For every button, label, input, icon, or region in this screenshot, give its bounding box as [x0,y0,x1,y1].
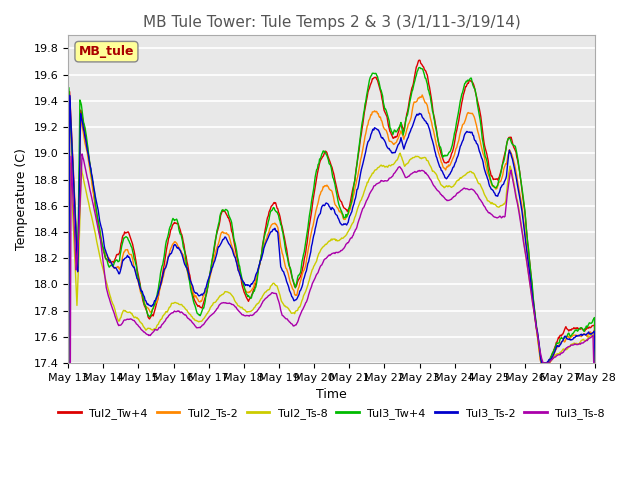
Line: Tul3_Tw+4: Tul3_Tw+4 [68,68,595,363]
Tul3_Ts-2 [64,360,72,366]
Tul2_Tw+4 [128,239,136,245]
Tul3_Tw+4 [209,250,217,256]
Tul2_Tw+4 [396,125,403,131]
Tul3_Ts-2 [75,233,83,239]
Tul2_Ts-8 [128,311,136,316]
Tul3_Ts-2 [412,114,419,120]
Tul2_Tw+4 [74,264,81,270]
Tul2_Tw+4 [591,360,599,366]
Tul2_Tw+4 [209,252,217,258]
Tul3_Tw+4 [74,265,81,271]
Tul2_Ts-8 [64,360,72,366]
Tul3_Ts-2 [210,260,218,265]
Title: MB Tule Tower: Tule Temps 2 & 3 (3/1/11-3/19/14): MB Tule Tower: Tule Temps 2 & 3 (3/1/11-… [143,15,520,30]
Tul3_Ts-2 [129,263,136,269]
Tul2_Ts-2 [64,360,72,366]
Tul2_Tw+4 [182,251,189,257]
Tul2_Ts-8 [412,154,419,159]
Tul2_Ts-2 [209,260,217,265]
Text: MB_tule: MB_tule [79,45,134,58]
Tul2_Ts-8 [209,300,217,306]
Tul2_Ts-2 [419,92,426,98]
Line: Tul2_Tw+4: Tul2_Tw+4 [68,60,595,363]
Tul3_Ts-8 [210,310,218,316]
Tul3_Ts-8 [412,169,419,175]
Legend: Tul2_Tw+4, Tul2_Ts-2, Tul2_Ts-8, Tul3_Tw+4, Tul3_Ts-2, Tul3_Ts-8: Tul2_Tw+4, Tul2_Ts-2, Tul2_Ts-8, Tul3_Tw… [54,403,609,423]
Tul3_Tw+4 [128,245,136,251]
Tul2_Ts-2 [74,269,81,275]
Tul2_Ts-8 [396,150,404,156]
Tul2_Tw+4 [64,360,72,366]
Tul3_Ts-2 [182,264,190,270]
Y-axis label: Temperature (C): Temperature (C) [15,148,28,250]
Tul2_Ts-2 [396,132,403,138]
Tul2_Ts-2 [182,261,189,266]
Tul2_Ts-2 [591,360,599,366]
Tul3_Tw+4 [591,360,599,366]
Tul3_Tw+4 [396,124,403,130]
Tul2_Tw+4 [411,72,419,78]
Tul3_Ts-8 [396,164,404,170]
Tul3_Ts-8 [64,360,72,366]
Tul3_Ts-2 [396,138,404,144]
Tul2_Ts-8 [74,284,81,289]
Tul3_Tw+4 [64,360,72,366]
Tul3_Tw+4 [411,78,419,84]
Tul3_Tw+4 [182,253,189,259]
Line: Tul3_Ts-2: Tul3_Ts-2 [68,96,595,363]
Line: Tul2_Ts-2: Tul2_Ts-2 [68,95,595,363]
Tul2_Ts-8 [591,360,599,366]
Tul3_Ts-8 [182,312,190,318]
Tul2_Ts-2 [128,253,136,259]
Tul2_Ts-8 [182,306,189,312]
Tul3_Tw+4 [415,65,423,71]
Tul2_Ts-8 [396,151,403,156]
Line: Tul2_Ts-8: Tul2_Ts-8 [68,153,595,363]
Line: Tul3_Ts-8: Tul3_Ts-8 [68,154,595,363]
Tul3_Ts-8 [591,360,599,366]
Tul3_Ts-8 [129,317,136,323]
Tul3_Ts-2 [66,93,74,98]
X-axis label: Time: Time [316,388,347,401]
Tul3_Ts-8 [78,151,86,157]
Tul3_Ts-2 [591,360,599,366]
Tul2_Ts-2 [411,99,419,105]
Tul3_Ts-8 [74,248,81,253]
Tul2_Tw+4 [415,57,423,63]
